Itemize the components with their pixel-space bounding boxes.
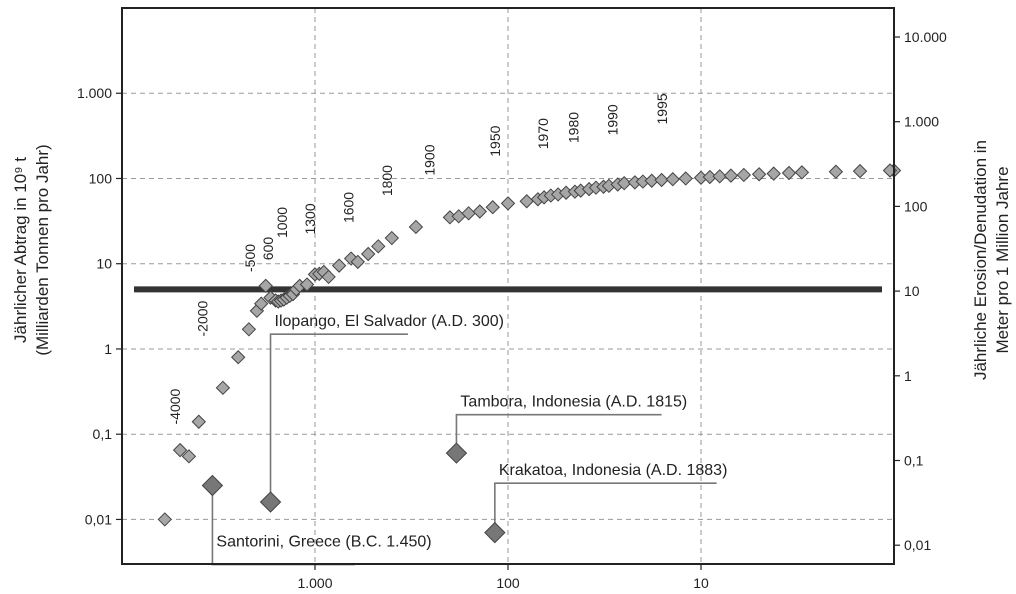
y-tick-label: 10 <box>96 256 112 272</box>
event-leader-line <box>211 485 356 566</box>
year-label: 1980 <box>566 112 582 143</box>
y-tick-label: 0,1 <box>93 426 113 442</box>
y2-tick-label: 10 <box>904 283 920 299</box>
year-label: 1970 <box>535 118 551 149</box>
year-label: 1995 <box>654 93 670 124</box>
year-label: 1900 <box>422 144 438 175</box>
data-point <box>712 169 727 184</box>
x-axis-ticks: 1.000 100 10 <box>297 564 709 591</box>
data-point <box>230 350 246 365</box>
event-label: Tambora, Indonesia (A.D. 1815) <box>460 394 687 411</box>
y2-tick-label: 100 <box>904 198 928 214</box>
data-point <box>157 512 173 527</box>
year-label: -500 <box>242 244 258 272</box>
grid <box>122 8 894 564</box>
data-point <box>172 442 188 458</box>
y-tick-label: 0,01 <box>85 511 112 527</box>
y2-tick-label: 10.000 <box>904 29 947 45</box>
data-point <box>723 168 739 183</box>
event-leader-line <box>269 333 408 503</box>
y2-axis-ticks: 0,01 0,1 1 10 100 1.000 10.000 <box>894 29 947 553</box>
y-tick-label: 100 <box>89 170 113 186</box>
year-label: -4000 <box>167 388 183 424</box>
data-point <box>331 258 347 273</box>
event-label: Santorini, Greece (B.C. 1.450) <box>216 534 431 551</box>
event-leader-line <box>455 413 662 454</box>
y2-tick-label: 1 <box>904 368 912 384</box>
year-label: -2000 <box>195 300 211 336</box>
data-point <box>616 176 632 191</box>
event-label: Ilopango, El Salvador (A.D. 300) <box>275 313 504 330</box>
event-marker <box>484 521 506 544</box>
data-point <box>299 277 315 292</box>
data-point <box>384 230 400 246</box>
data-point <box>241 322 257 337</box>
data-point <box>736 167 752 183</box>
data-point <box>408 219 424 235</box>
data-point <box>828 164 844 179</box>
year-label: 1950 <box>487 125 503 156</box>
data-point <box>852 163 868 179</box>
data-point <box>181 449 197 464</box>
y-axis-title: Jährlicher Abtrag in 10⁹ t (Milliarden To… <box>11 144 52 355</box>
data-point <box>191 414 207 429</box>
data-point <box>215 380 231 396</box>
data-point <box>519 194 534 209</box>
data-point <box>500 196 516 211</box>
y2-tick-label: 1.000 <box>904 114 939 130</box>
data-point <box>751 167 767 182</box>
y2-axis-title: Jährliche Erosion/Denudation in Meter pro… <box>971 140 1012 380</box>
year-label: 1300 <box>302 203 318 234</box>
data-point <box>766 166 781 181</box>
event-leader-line <box>494 482 717 533</box>
y2-tick-label: 0,1 <box>904 453 924 469</box>
data-point <box>794 165 810 180</box>
year-label: 1800 <box>379 165 395 196</box>
data-point <box>665 172 681 187</box>
data-point <box>371 239 386 254</box>
y2-axis-title-line: Jährliche Erosion/Denudation in <box>971 140 990 380</box>
data-point <box>781 165 797 181</box>
data-point <box>472 204 488 219</box>
data-point <box>253 296 269 311</box>
y-tick-label: 1.000 <box>77 85 112 101</box>
data-point <box>258 278 273 294</box>
x-tick-label: 100 <box>496 575 520 591</box>
event-annotations: Santorini, Greece (B.C. 1.450) Ilopango, … <box>201 313 728 566</box>
y2-axis-title-line: Meter pro 1 Million Jahre <box>993 166 1012 353</box>
y2-tick-label: 0,01 <box>904 537 931 553</box>
y-tick-label: 1 <box>104 341 112 357</box>
year-label: 1000 <box>274 207 290 238</box>
x-tick-label: 1.000 <box>297 575 332 591</box>
event-marker <box>259 491 282 513</box>
y-axis-ticks: 0,01 0,1 1 10 100 1.000 <box>77 85 122 527</box>
year-label: 600 <box>260 237 276 261</box>
year-label: 1600 <box>341 192 357 223</box>
year-label: 1990 <box>605 104 621 135</box>
event-marker <box>445 442 468 464</box>
data-point <box>343 251 359 266</box>
data-point <box>678 171 693 186</box>
data-point <box>361 246 376 262</box>
y-axis-title-line: Jährlicher Abtrag in 10⁹ t <box>11 157 30 343</box>
data-point <box>654 172 669 188</box>
y-axis-title-line: (Milliarden Tonnen pro Jahr) <box>33 144 52 355</box>
event-marker <box>201 474 224 497</box>
data-point <box>350 254 366 270</box>
data-point <box>321 269 336 285</box>
x-tick-label: 10 <box>693 575 709 591</box>
event-label: Krakatoa, Indonesia (A.D. 1883) <box>499 462 728 479</box>
data-point <box>485 200 500 215</box>
